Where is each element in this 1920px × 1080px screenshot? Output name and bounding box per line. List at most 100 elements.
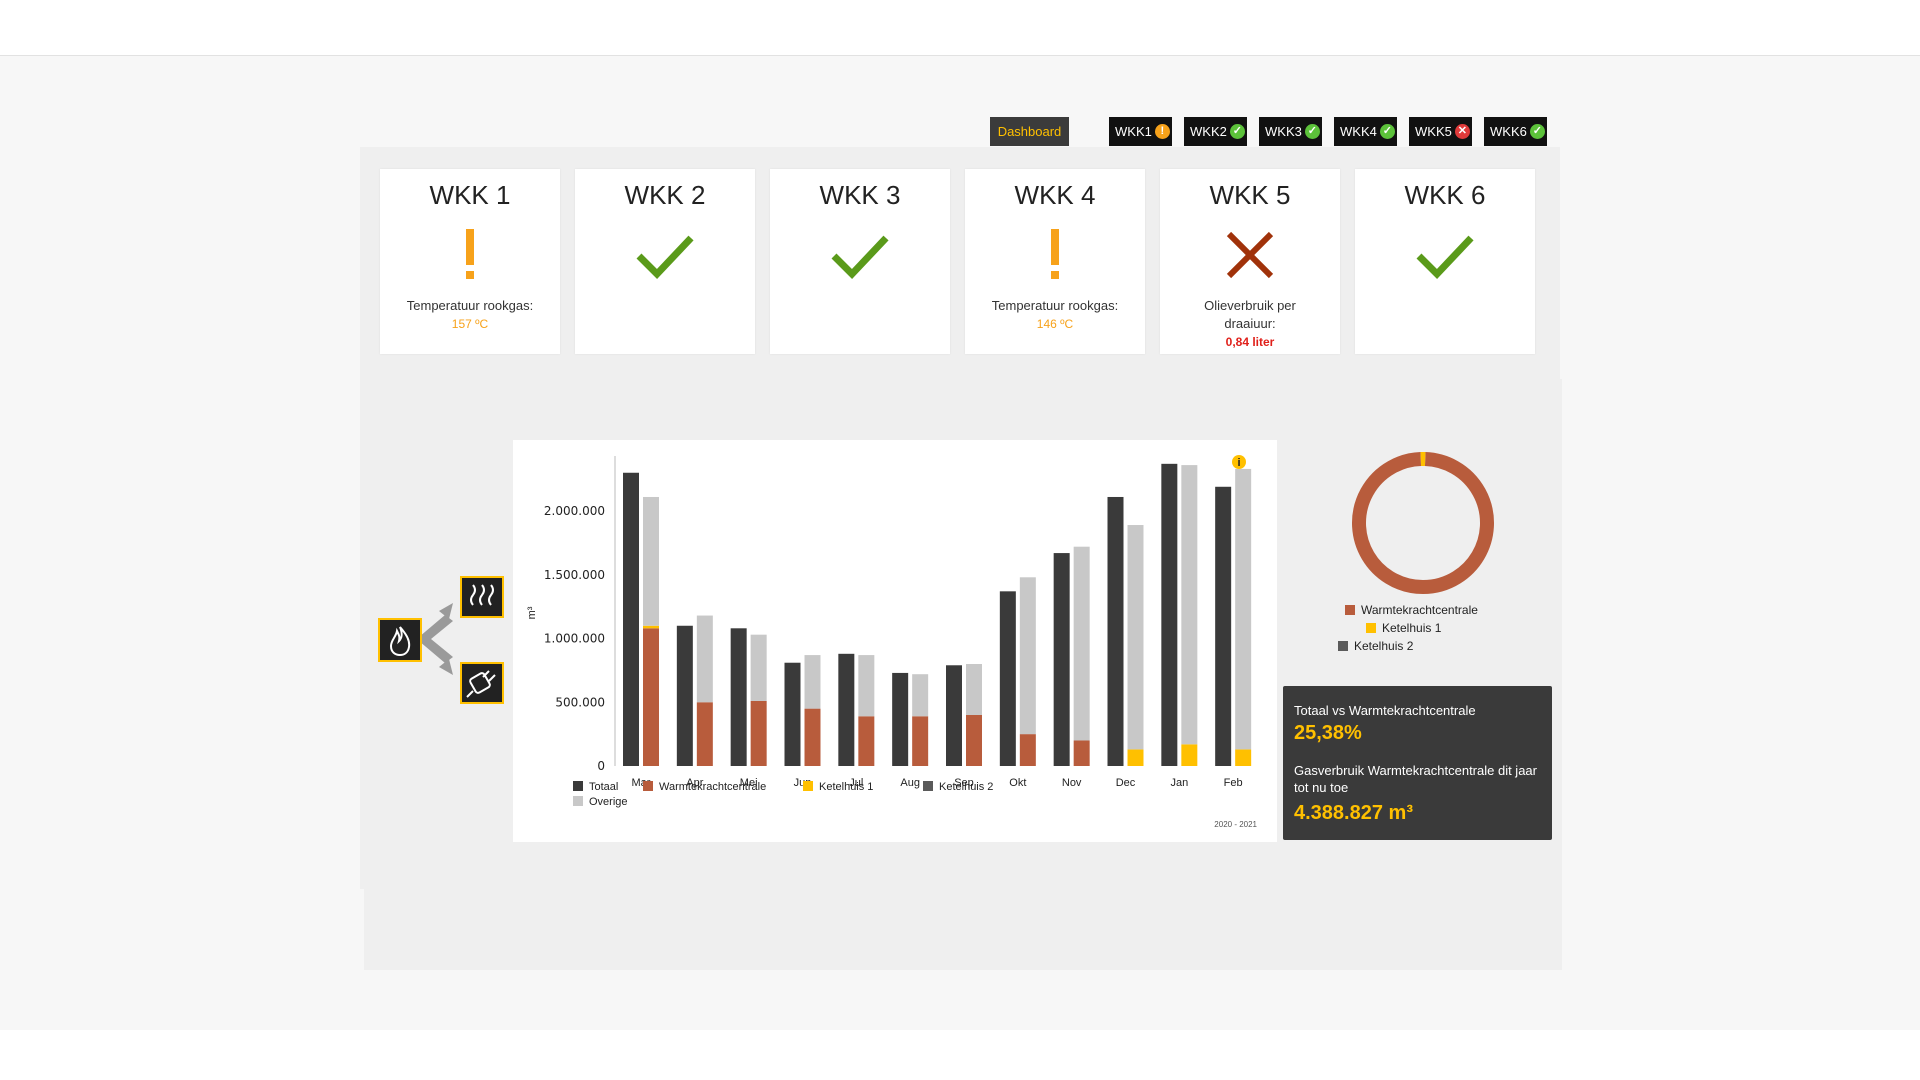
bar-overige-feb: [1235, 468, 1252, 750]
donut-slice-1: [1352, 452, 1494, 594]
check-circle-icon: ✓: [1529, 124, 1545, 139]
bar-overige-mar: [643, 496, 659, 626]
x-tick-label: Feb: [1224, 777, 1243, 789]
bar-warmtekrachtcentrale-mei: [750, 700, 767, 766]
x-tick-label: Nov: [1062, 777, 1082, 789]
legend-label: Ketelhuis 1: [1382, 621, 1442, 635]
legend-label: Ketelhuis 2: [939, 781, 993, 793]
donut-legend-item-ketelhuis-2[interactable]: Ketelhuis 2: [1338, 639, 1413, 653]
warning-circle-icon: !: [1154, 124, 1170, 139]
status-card-wkk6[interactable]: WKK 6: [1355, 169, 1535, 354]
legend-label: Ketelhuis 1: [819, 781, 873, 793]
check-icon: [1355, 225, 1535, 285]
tab-label: WKK5: [1415, 124, 1452, 139]
check-icon: [575, 225, 755, 285]
cross-icon: [1160, 225, 1340, 285]
bar-warmtekrachtcentrale-mar: [643, 628, 659, 766]
status-card-wkk5[interactable]: WKK 5 Olieverbruik per draaiuur: 0,84 lite…: [1160, 169, 1340, 354]
arrow-down-icon: [439, 659, 453, 675]
bar-overige-apr: [696, 615, 713, 703]
tab-wkk1[interactable]: WKK1!: [1109, 117, 1172, 146]
bar-chart-svg: 0500.0001.000.0001.500.0002.000.000m³Mar…: [526, 455, 1258, 829]
bar-warmtekrachtcentrale-okt: [1019, 734, 1036, 766]
legend-swatch-ketelhuis-1: [803, 781, 813, 791]
card-title: WKK 5: [1209, 180, 1291, 210]
x-tick-label: Mei: [740, 777, 758, 789]
check-circle-icon: ✓: [1379, 124, 1395, 139]
x-tick-label: Aug: [900, 777, 920, 789]
legend-label: Warmtekrachtcentrale: [659, 781, 766, 793]
stat-label-ratio: Totaal vs Warmtekrachtcentrale: [1294, 703, 1476, 718]
x-tick-label: Apr: [686, 777, 703, 789]
card-detail-label: Temperatuur rookgas:: [406, 298, 534, 313]
bar-warmtekrachtcentrale-apr: [696, 702, 713, 766]
bar-ketelhuis1-mar: [643, 625, 659, 629]
tab-wkk5[interactable]: WKK5 ✕: [1409, 117, 1472, 146]
card-detail-label: Temperatuur rookgas:: [991, 298, 1119, 313]
info-icon: [1232, 455, 1246, 469]
legend-swatch: [1345, 605, 1355, 615]
donut-legend-item-ketelhuis-1[interactable]: Ketelhuis 1: [1366, 621, 1441, 635]
tab-dashboard[interactable]: Dashboard: [990, 117, 1069, 146]
x-tick-label: Sep: [954, 777, 974, 789]
error-circle-icon: ✕: [1454, 124, 1470, 139]
bar-totaal-sep: [946, 665, 962, 766]
legend-label: Ketelhuis 2: [1354, 639, 1414, 653]
bar-overige-aug: [912, 674, 929, 717]
bar-overige-okt: [1019, 577, 1036, 735]
bar-ketelhuis1-dec: [1127, 749, 1144, 766]
bar-totaal-mei: [730, 628, 747, 766]
card-detail: Temperatuur rookgas: 157 ºC: [390, 297, 550, 333]
energy-flow-diagram: [378, 576, 504, 704]
card-detail: Olieverbruik per draaiuur: 0,84 liter: [1170, 297, 1330, 351]
status-card-wkk2[interactable]: WKK 2: [575, 169, 755, 354]
legend-swatch-totaal: [573, 781, 583, 791]
check-icon: [770, 225, 950, 285]
bar-ketelhuis1-jan: [1181, 744, 1198, 766]
bar-totaal-aug: [892, 672, 909, 766]
status-card-wkk4[interactable]: WKK 4 Temperatuur rookgas: 146 ºC: [965, 169, 1145, 354]
card-title: WKK 4: [1014, 180, 1096, 210]
legend-label: Overige: [589, 796, 628, 808]
card-detail-value: 146 ºC: [1036, 317, 1074, 331]
tab-wkk4[interactable]: WKK4 ✓: [1334, 117, 1397, 146]
electric-plug-icon: [460, 662, 504, 704]
legend-label: Totaal: [589, 781, 618, 793]
bar-overige-dec: [1127, 525, 1144, 750]
stat-label-gas-usage: Gasverbruik Warmtekrachtcentrale dit jaa…: [1294, 763, 1537, 795]
bar-totaal-jul: [838, 653, 855, 766]
card-title: WKK 6: [1404, 180, 1486, 210]
bar-totaal-dec: [1107, 496, 1124, 766]
donut-chart: [1343, 443, 1503, 603]
bar-warmtekrachtcentrale-sep: [966, 715, 982, 766]
stats-box: Totaal vs Warmtekrachtcentrale 25,38% Ga…: [1283, 686, 1552, 840]
tab-wkk6[interactable]: WKK6 ✓: [1484, 117, 1547, 146]
bar-ketelhuis1-feb: [1235, 749, 1252, 766]
status-card-wkk3[interactable]: WKK 3: [770, 169, 950, 354]
card-detail-value: 0,84 liter: [1225, 335, 1275, 349]
bar-totaal-okt: [999, 591, 1016, 766]
card-detail: Temperatuur rookgas: 146 ºC: [975, 297, 1135, 333]
y-tick-label: 2.000.000: [544, 504, 605, 518]
bar-overige-jan: [1181, 465, 1198, 745]
legend-label: Warmtekrachtcentrale: [1361, 603, 1478, 617]
arrow-up-icon: [439, 603, 453, 619]
x-tick-label: Dec: [1116, 777, 1136, 789]
legend-swatch: [1338, 641, 1348, 651]
tab-label: WKK2: [1190, 124, 1227, 139]
bar-totaal-nov: [1053, 553, 1070, 766]
bar-warmtekrachtcentrale-nov: [1073, 740, 1090, 766]
y-tick-label: 1.500.000: [544, 568, 605, 582]
tab-wkk2[interactable]: WKK2 ✓: [1184, 117, 1247, 146]
tab-label: WKK1: [1115, 124, 1152, 139]
donut-legend-item-warmtekrachtcentrale[interactable]: Warmtekrachtcentrale: [1345, 603, 1478, 617]
bar-overige-sep: [966, 664, 982, 715]
bar-totaal-apr: [676, 625, 693, 766]
bar-warmtekrachtcentrale-jun: [804, 708, 821, 766]
bottom-panel: [364, 888, 1562, 970]
status-card-wkk1[interactable]: WKK 1 Temperatuur rookgas: 157 ºC: [380, 169, 560, 354]
bar-totaal-jan: [1161, 463, 1178, 766]
tab-wkk3[interactable]: WKK3 ✓: [1259, 117, 1322, 146]
x-tick-label: Jan: [1170, 777, 1188, 789]
tab-label: WKK6: [1490, 124, 1527, 139]
